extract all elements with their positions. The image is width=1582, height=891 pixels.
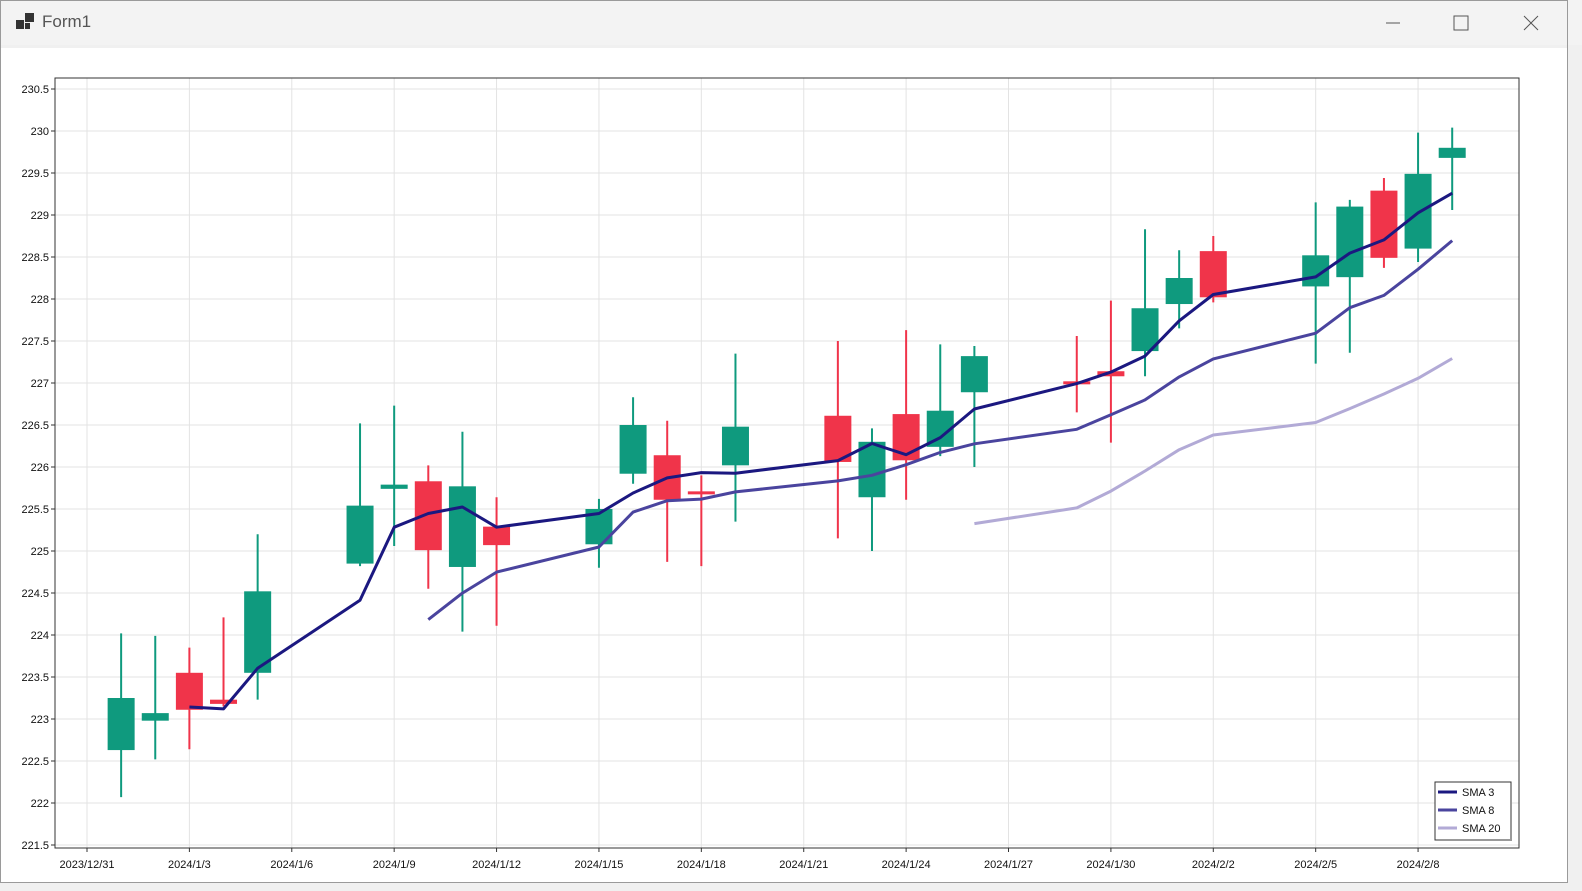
candle-body: [107, 698, 135, 751]
minimize-icon: [1386, 22, 1400, 24]
candle: [1438, 127, 1466, 210]
x-tick-label: 2024/1/15: [574, 859, 623, 871]
candle-body: [824, 415, 852, 462]
y-tick-label: 224: [31, 630, 49, 642]
app-icon: [16, 13, 34, 29]
candle: [721, 353, 749, 522]
candle-body: [175, 672, 203, 710]
candle: [107, 633, 135, 798]
sma-line-3: [189, 191, 1453, 711]
sma-line-20: [974, 357, 1453, 526]
y-tick-label: 225.5: [21, 504, 49, 516]
y-tick-label: 228: [31, 294, 49, 306]
candle: [346, 423, 374, 567]
candle-body: [1199, 251, 1227, 298]
y-tick-label: 221.5: [21, 840, 49, 852]
window-title: Form1: [42, 12, 92, 31]
y-tick-label: 222: [31, 798, 49, 810]
candle-body: [1336, 206, 1364, 278]
x-tick-label: 2024/1/18: [677, 859, 726, 871]
candle: [175, 647, 203, 750]
y-tick-label: 226: [31, 462, 49, 474]
x-tick-label: 2024/2/8: [1397, 859, 1440, 871]
x-tick-label: 2024/1/3: [168, 859, 211, 871]
y-tick-label: 226.5: [21, 420, 49, 432]
minimize-button[interactable]: [1370, 8, 1416, 38]
y-tick-label: 227: [31, 378, 49, 390]
candle-body: [448, 486, 476, 567]
candle: [210, 617, 238, 707]
legend-label: SMA 20: [1462, 823, 1501, 835]
candle: [483, 497, 511, 626]
y-tick-label: 222.5: [21, 756, 49, 768]
legend: SMA 3 SMA 8 SMA 20: [1434, 781, 1512, 841]
sma-line-8: [427, 239, 1454, 621]
y-tick-label: 227.5: [21, 336, 49, 348]
y-tick-label: 229: [31, 210, 49, 222]
candle: [960, 346, 988, 467]
candle-body: [721, 426, 749, 466]
candlestick-chart: 221.5 222 222.5 223 223.5 224 224.5 225 225.5 226…: [21, 77, 1520, 871]
x-tick-label: 2024/1/6: [270, 859, 313, 871]
candle-body: [687, 491, 715, 495]
candle: [1199, 236, 1227, 303]
x-tick-label: 2024/2/5: [1294, 859, 1337, 871]
candle: [1165, 250, 1193, 329]
candle: [1336, 199, 1364, 353]
maximize-button[interactable]: [1438, 8, 1484, 38]
legend-label: SMA 8: [1462, 805, 1494, 817]
y-tick-label: 225: [31, 546, 49, 558]
candle: [380, 405, 408, 546]
legend-label: SMA 3: [1462, 787, 1494, 799]
y-tick-label: 230: [31, 126, 49, 138]
candle-body: [346, 505, 374, 564]
y-tick-label: 228.5: [21, 252, 49, 264]
plot-background: [55, 78, 1519, 848]
candle-body: [1131, 308, 1159, 352]
candle-body: [619, 425, 647, 474]
x-tick-label: 2024/1/30: [1086, 859, 1135, 871]
candle: [619, 397, 647, 484]
candle: [824, 341, 852, 539]
candle-body: [244, 591, 272, 673]
y-tick-label: 223.5: [21, 672, 49, 684]
candle-body: [858, 441, 886, 498]
y-tick-label: 223: [31, 714, 49, 726]
candle-body: [483, 526, 511, 546]
candle: [687, 475, 715, 567]
y-tick-label: 229.5: [21, 168, 49, 180]
candle-body: [380, 484, 408, 489]
chart-area: 221.5 222 222.5 223 223.5 224 224.5 225 225.5 226…: [0, 48, 1568, 882]
candle-body: [210, 699, 238, 704]
plot-border: [54, 77, 1520, 849]
x-tick-label: 2024/1/27: [984, 859, 1033, 871]
candle-body: [141, 713, 169, 721]
candle-body: [1097, 371, 1125, 377]
candle: [858, 428, 886, 551]
y-tick-label: 230.5: [21, 84, 49, 96]
candle-body: [1370, 190, 1398, 258]
candle: [141, 635, 169, 760]
maximize-icon: [1453, 15, 1469, 31]
x-tick-label: 2023/12/31: [59, 859, 114, 871]
x-tick-label: 2024/2/2: [1192, 859, 1235, 871]
candle-body: [1438, 147, 1466, 158]
candle: [244, 534, 272, 700]
close-button[interactable]: [1508, 8, 1554, 38]
x-tick-label: 2024/1/12: [472, 859, 521, 871]
y-tick-label: 224.5: [21, 588, 49, 600]
x-tick-label: 2024/1/21: [779, 859, 828, 871]
candle-body: [1165, 278, 1193, 305]
candle: [892, 330, 920, 500]
candle: [1370, 178, 1398, 268]
candle: [448, 431, 476, 632]
title-bar: Form1: [0, 0, 1582, 45]
x-tick-label: 2024/1/24: [882, 859, 931, 871]
candle: [1131, 229, 1159, 377]
candle-body: [960, 356, 988, 393]
x-tick-label: 2024/1/9: [373, 859, 416, 871]
close-icon: [1523, 15, 1539, 31]
